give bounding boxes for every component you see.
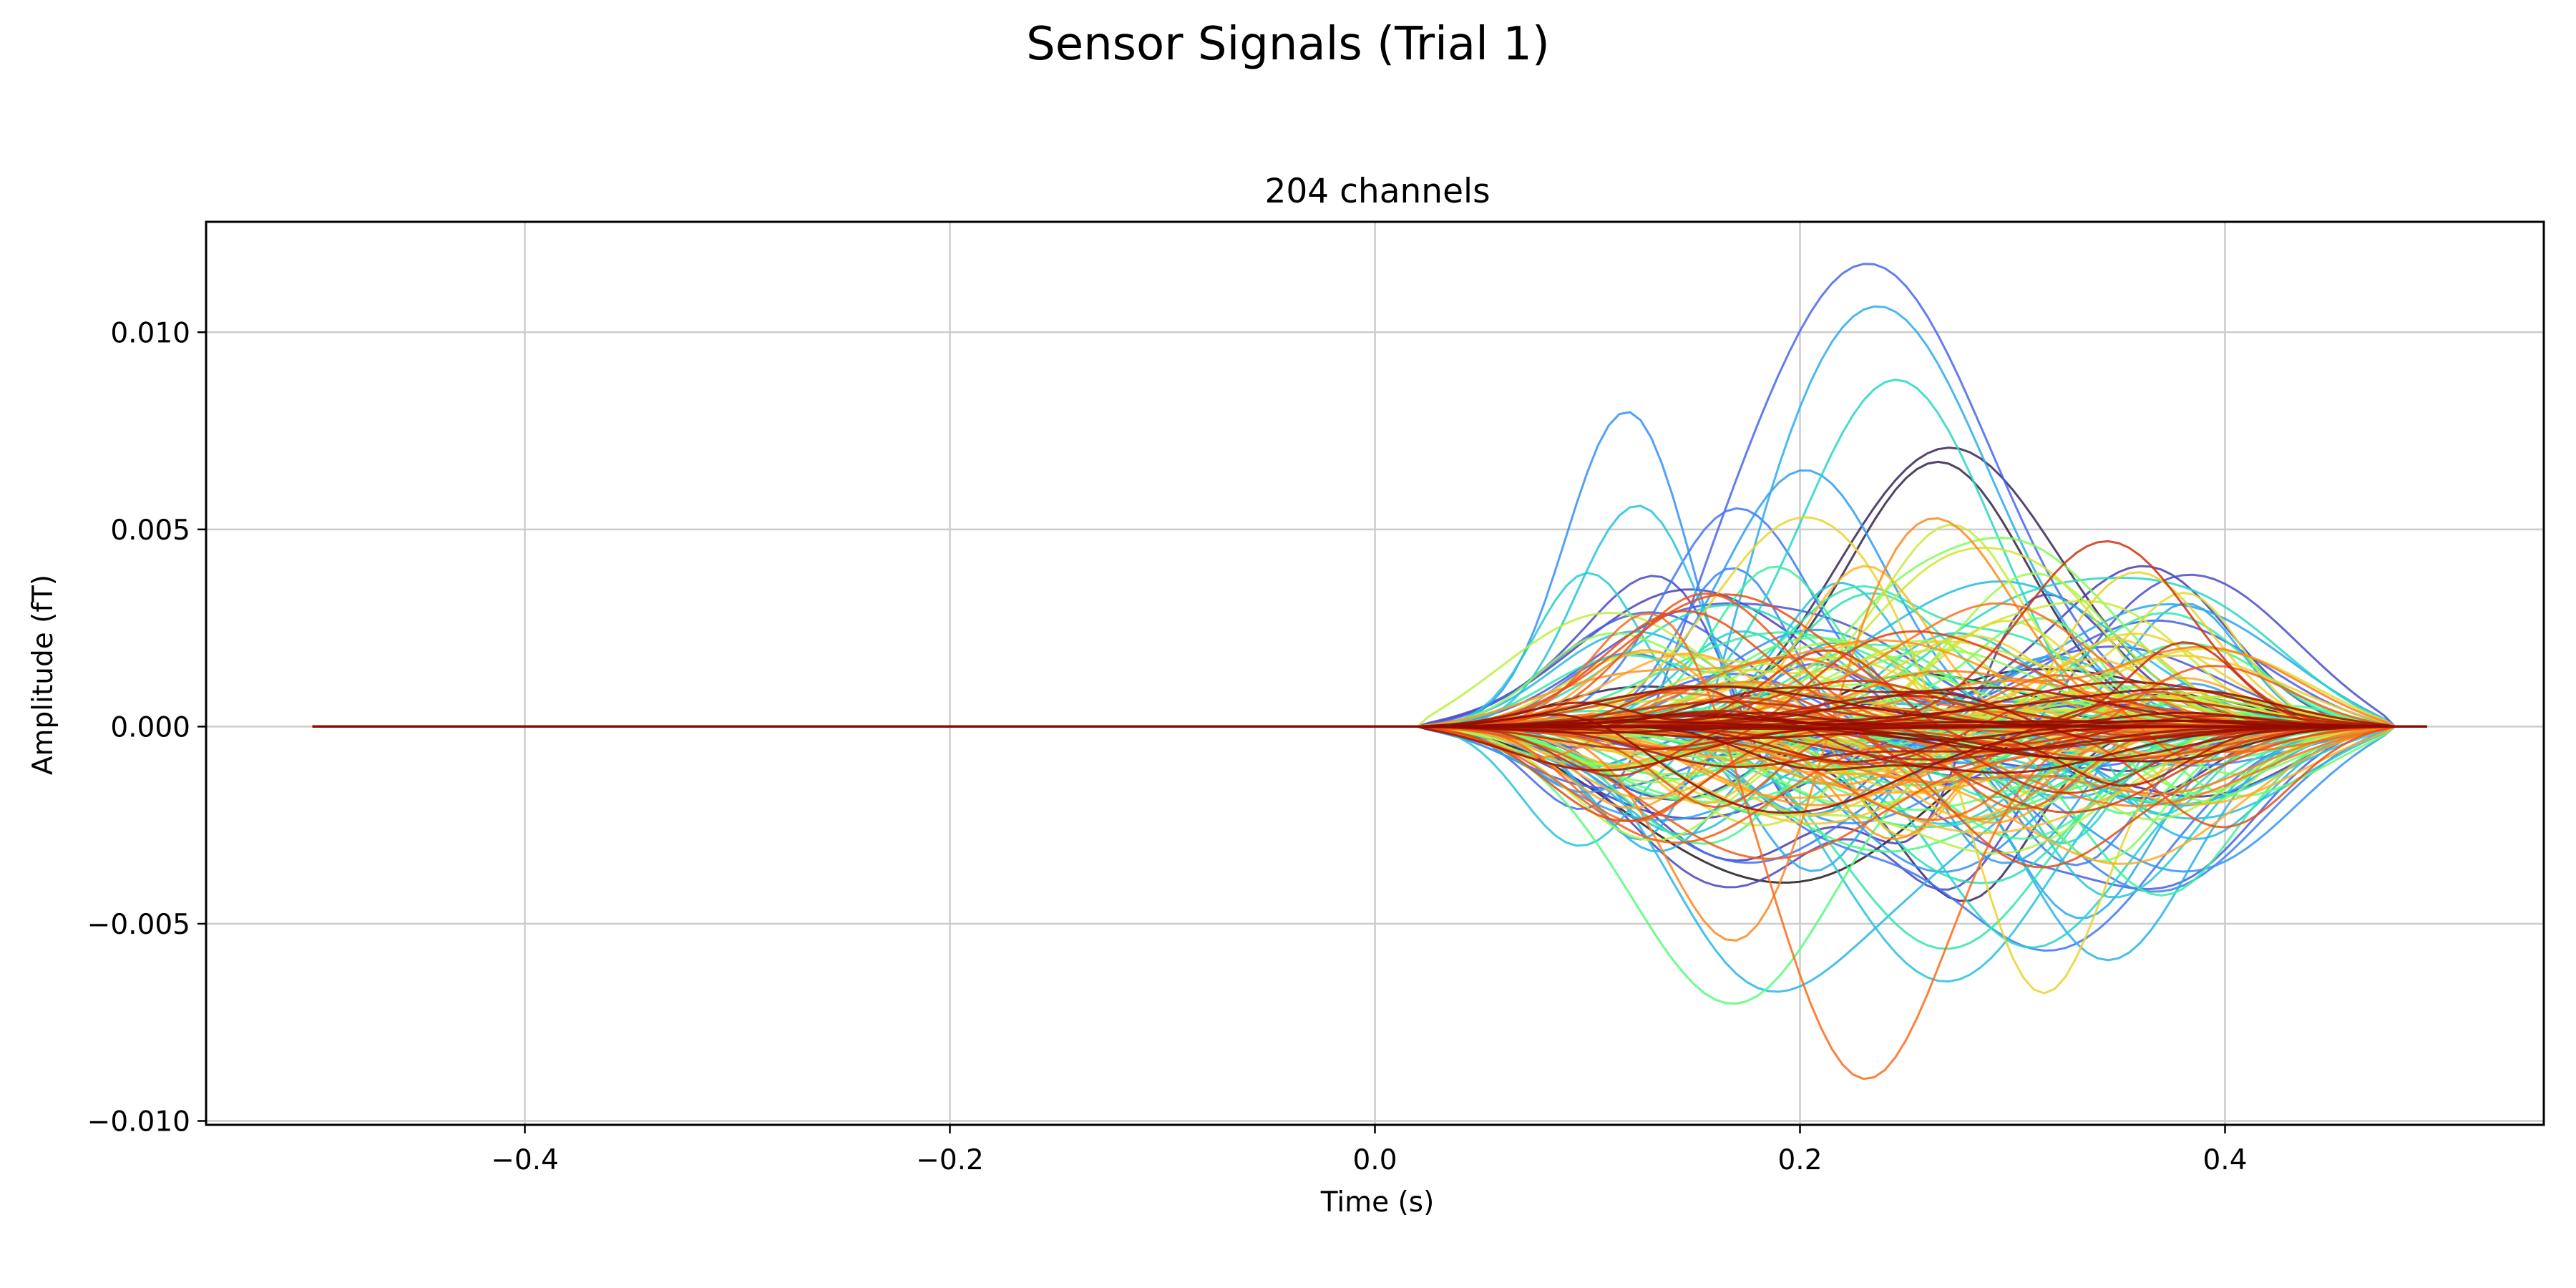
channel-trace (312, 686, 2427, 728)
x-tick-label: 0.2 (1777, 1144, 1822, 1176)
x-tick-label: −0.4 (491, 1144, 559, 1176)
y-tick-label: 0.010 (110, 317, 190, 349)
y-tick-label: −0.010 (87, 1106, 190, 1138)
plot-lines (312, 263, 2427, 1080)
y-tick-label: 0.005 (110, 514, 190, 547)
x-tick-label: 0.4 (2202, 1144, 2247, 1176)
x-axis-label: Time (s) (1320, 1186, 1435, 1219)
y-tick-label: −0.005 (87, 909, 190, 941)
axes-title: 204 channels (1264, 172, 1490, 211)
y-axis-ticks: 0.010 0.005 0.000 −0.005 −0.010 (87, 317, 206, 1138)
figure-title: Sensor Signals (Trial 1) (1026, 18, 1550, 71)
x-tick-label: 0.0 (1352, 1144, 1397, 1176)
y-axis-label: Amplitude (fT) (27, 575, 59, 775)
y-tick-label: 0.000 (110, 711, 190, 743)
x-axis-ticks: −0.4 −0.2 0.0 0.2 0.4 (491, 1125, 2248, 1176)
x-tick-label: −0.2 (916, 1144, 984, 1176)
